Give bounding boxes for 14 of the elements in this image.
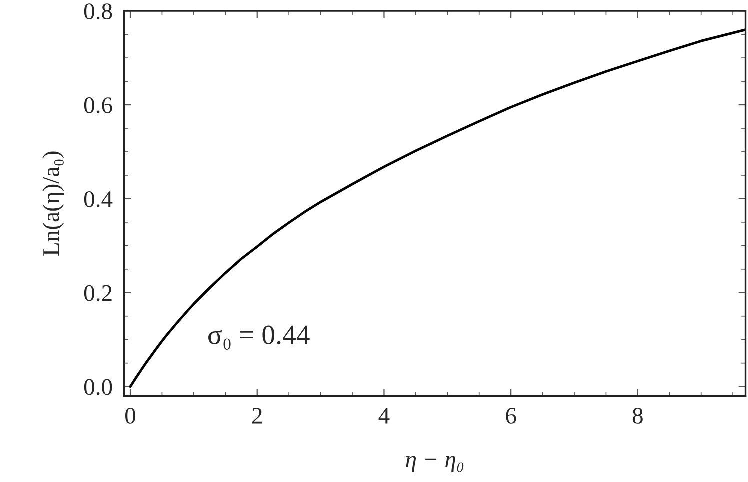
x-axis-title: η − η₀	[406, 456, 464, 472]
y-tick-label: 0.0	[84, 379, 112, 396]
x-tick-label: 0	[126, 408, 136, 424]
x-tick-label: 8	[632, 408, 643, 424]
y-tick-label: 0.6	[84, 98, 112, 114]
y-tick-label: 0.4	[84, 191, 113, 208]
y-axis-title: Ln(a(η)/a₀)	[42, 152, 64, 256]
x-tick-label: 4	[378, 408, 390, 424]
line-series	[129, 28, 746, 388]
y-tick-label: 0.2	[84, 285, 112, 302]
annotation: σ₀ = 0.44	[208, 326, 310, 350]
x-tick-label: 2	[252, 408, 262, 424]
y-tick-label: 0.8	[84, 4, 112, 20]
x-tick-label: 6	[506, 408, 516, 424]
